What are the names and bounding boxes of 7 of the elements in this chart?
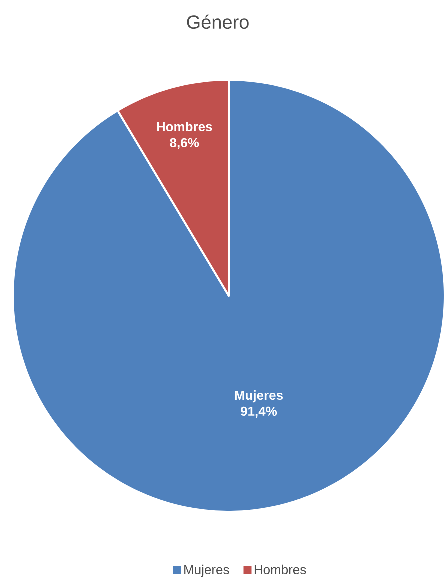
legend-label: Mujeres [184, 564, 230, 578]
slice-label: Mujeres [235, 390, 284, 403]
data-label: 8,6% [170, 138, 200, 150]
slice-label: Hombres [157, 122, 212, 132]
legend-label: Hombres [254, 564, 306, 574]
data-label: 91,4% [240, 406, 278, 418]
chart-title: Género [187, 14, 249, 30]
